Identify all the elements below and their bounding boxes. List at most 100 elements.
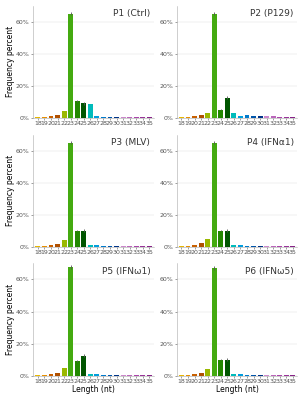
Bar <box>127 117 132 118</box>
Bar <box>121 246 125 247</box>
Bar <box>108 117 112 118</box>
Bar <box>42 375 47 376</box>
Bar <box>68 14 73 118</box>
Bar <box>212 142 217 247</box>
Bar <box>88 245 93 247</box>
Bar <box>88 374 93 376</box>
Bar <box>48 374 53 376</box>
Bar <box>42 246 47 247</box>
Bar <box>88 104 93 118</box>
Bar <box>185 117 190 118</box>
Bar <box>231 113 236 118</box>
Bar <box>48 245 53 247</box>
Bar <box>277 375 282 376</box>
Bar <box>205 240 210 247</box>
Bar <box>238 245 243 247</box>
Bar <box>35 375 40 376</box>
Bar <box>95 245 99 247</box>
Text: P2 (P129): P2 (P129) <box>251 9 294 18</box>
Bar <box>231 245 236 247</box>
Bar <box>199 244 204 247</box>
Bar <box>101 117 106 118</box>
Bar <box>147 246 152 247</box>
Bar <box>264 246 269 247</box>
Bar <box>245 375 249 376</box>
Bar <box>95 116 99 118</box>
Bar <box>127 375 132 376</box>
Bar <box>114 246 119 247</box>
Bar <box>271 246 276 247</box>
Bar <box>35 246 40 247</box>
Bar <box>290 246 295 247</box>
Text: P5 (IFNω1): P5 (IFNω1) <box>102 267 150 276</box>
Bar <box>199 115 204 118</box>
Bar <box>147 117 152 118</box>
Bar <box>231 374 236 376</box>
Bar <box>75 361 80 376</box>
Bar <box>205 369 210 376</box>
Bar <box>81 356 86 376</box>
Bar <box>134 117 139 118</box>
Bar <box>35 117 40 118</box>
Bar <box>121 375 125 376</box>
Bar <box>264 116 269 118</box>
Y-axis label: Frequency percent: Frequency percent <box>5 284 15 355</box>
Bar <box>258 375 262 376</box>
Bar <box>271 116 276 118</box>
Bar <box>271 375 276 376</box>
Bar <box>55 244 60 247</box>
Bar <box>140 246 145 247</box>
Text: P6 (IFNω5): P6 (IFNω5) <box>245 267 294 276</box>
Bar <box>192 245 197 247</box>
Bar <box>185 375 190 376</box>
Bar <box>108 246 112 247</box>
Bar <box>75 101 80 118</box>
Bar <box>284 375 289 376</box>
Y-axis label: Frequency percent: Frequency percent <box>5 155 15 226</box>
Bar <box>284 117 289 118</box>
Bar <box>290 117 295 118</box>
Bar <box>147 375 152 376</box>
Bar <box>225 98 230 118</box>
Bar <box>218 231 223 247</box>
Text: P3 (MLV): P3 (MLV) <box>112 138 150 147</box>
Bar <box>199 373 204 376</box>
Bar <box>140 375 145 376</box>
Bar <box>225 231 230 247</box>
Bar <box>290 375 295 376</box>
Bar <box>179 375 184 376</box>
Bar <box>62 368 67 376</box>
Bar <box>48 116 53 118</box>
Bar <box>114 117 119 118</box>
Bar <box>245 246 249 247</box>
Bar <box>218 110 223 118</box>
Bar <box>264 375 269 376</box>
Bar <box>134 375 139 376</box>
Bar <box>81 103 86 118</box>
Bar <box>212 268 217 376</box>
Bar <box>42 117 47 118</box>
Text: P4 (IFNα1): P4 (IFNα1) <box>247 138 294 147</box>
Bar <box>55 373 60 376</box>
Bar <box>218 360 223 376</box>
Bar <box>192 374 197 376</box>
Bar <box>238 116 243 118</box>
Bar <box>245 115 249 118</box>
Bar <box>75 231 80 247</box>
Bar <box>284 246 289 247</box>
Bar <box>277 246 282 247</box>
Bar <box>101 375 106 376</box>
Bar <box>258 246 262 247</box>
Bar <box>251 246 256 247</box>
Bar <box>140 117 145 118</box>
Bar <box>55 115 60 118</box>
X-axis label: Length (nt): Length (nt) <box>72 386 115 394</box>
Text: P1 (Ctrl): P1 (Ctrl) <box>113 9 150 18</box>
X-axis label: Length (nt): Length (nt) <box>216 386 258 394</box>
Bar <box>114 375 119 376</box>
Bar <box>205 113 210 118</box>
Bar <box>179 246 184 247</box>
Bar <box>277 117 282 118</box>
Bar <box>127 246 132 247</box>
Bar <box>101 246 106 247</box>
